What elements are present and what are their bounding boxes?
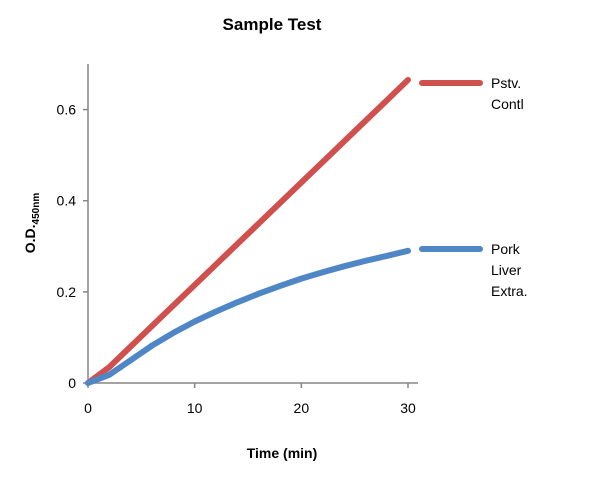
series-line [85,247,411,386]
x-tick-label: 0 [84,400,92,416]
y-tick-label: 0.6 [57,102,77,118]
legend: Pstv. Contl Pork Liver Extra. [419,75,528,299]
series-lines [85,76,411,386]
x-tick-label: 30 [400,400,416,416]
y-axis-title-main: O.D. [22,224,38,253]
y-axis-title: O.D.450nm [22,193,42,254]
legend-label-line: Extra. [491,283,528,299]
x-axis-title: Time (min) [247,445,318,461]
legend-label-line: Contl [491,96,524,112]
legend-label: Pork Liver Extra. [491,241,528,299]
plot-area: 0 0.2 0.4 0.6 0 10 20 30 [57,64,418,416]
y-axis-title-subscript: 450nm [31,193,42,225]
legend-label: Pstv. Contl [491,75,524,112]
legend-label-line: Pork [491,241,521,257]
chart-title: Sample Test [223,15,322,34]
series-line [85,76,411,386]
x-tick-label: 10 [187,400,203,416]
legend-label-line: Liver [491,262,522,278]
x-tick-label: 20 [294,400,310,416]
y-axis-ticks: 0 0.2 0.4 0.6 [57,102,88,391]
x-axis-ticks: 0 10 20 30 [84,383,416,416]
legend-label-line: Pstv. [491,75,521,91]
y-tick-label: 0.4 [57,193,77,209]
y-tick-label: 0 [68,375,76,391]
y-tick-label: 0.2 [57,284,77,300]
